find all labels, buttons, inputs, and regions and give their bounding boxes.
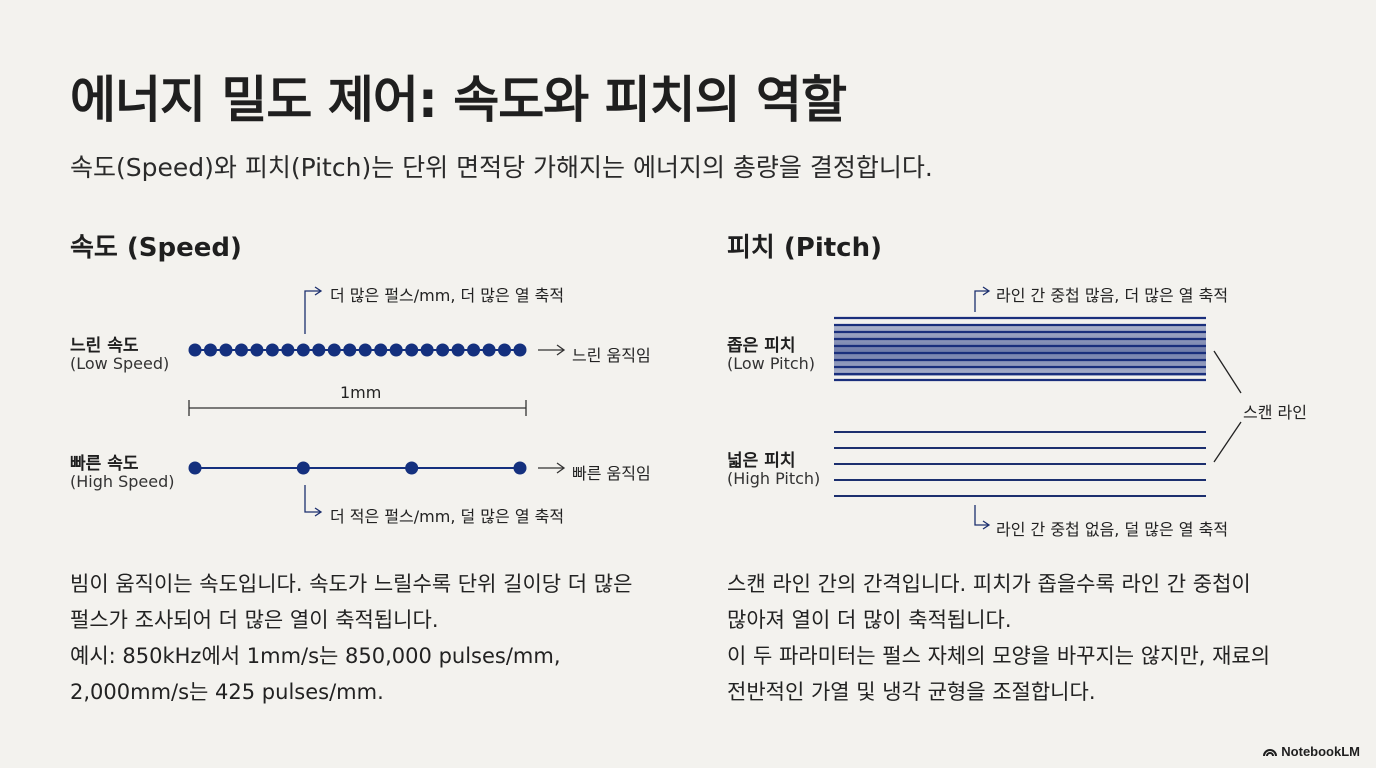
pulse-dot	[389, 343, 403, 357]
pitch-description: 스캔 라인 간의 간격입니다. 피치가 좁을수록 라인 간 중첩이 많아져 열이…	[727, 566, 1270, 710]
low-pitch-label: 좁은 피치	[727, 336, 796, 356]
speed-description: 빔이 움직이는 속도입니다. 속도가 느릴수록 단위 길이당 더 많은 펄스가 …	[70, 566, 632, 710]
slow-motion-text: 느린 움직임	[572, 346, 651, 365]
fast-note-arrow	[304, 485, 323, 517]
pitch-description-line: 이 두 파라미터는 펄스 자체의 모양을 바꾸지는 않지만, 재료의	[727, 644, 1271, 668]
pulse-dot	[312, 343, 326, 357]
pulse-dot	[343, 343, 357, 357]
right-arrow-icon	[538, 344, 566, 356]
speed-heading: 속도 (Speed)	[70, 233, 242, 263]
pitch-description-line: 많아져 열이 더 많이 축적됩니다.	[727, 608, 1012, 632]
scale-bar	[188, 400, 527, 416]
fast-speed-note: 더 적은 펄스/mm, 덜 많은 열 축적	[330, 507, 565, 526]
low-pitch-sublabel: (Low Pitch)	[727, 354, 816, 373]
slow-speed-note: 더 많은 펄스/mm, 더 많은 열 축적	[330, 286, 565, 305]
pulse-dot	[513, 461, 527, 475]
slow-note-arrow	[304, 286, 323, 334]
pulse-dot	[467, 343, 481, 357]
low-pitch-scan-lines	[834, 316, 1206, 382]
fast-motion-text: 빠른 움직임	[572, 464, 651, 483]
high-pitch-note: 라인 간 중첩 없음, 덜 많은 열 축적	[996, 520, 1229, 539]
low-pitch-note: 라인 간 중첩 많음, 더 많은 열 축적	[996, 286, 1229, 305]
high-pitch-scan-lines	[834, 431, 1206, 497]
pulse-dot	[296, 343, 310, 357]
pulse-dot	[219, 343, 233, 357]
pitch-description-line: 전반적인 가열 및 냉각 균형을 조절합니다.	[727, 680, 1096, 704]
pitch-heading: 피치 (Pitch)	[727, 233, 882, 263]
slow-speed-sublabel: (Low Speed)	[70, 354, 170, 373]
fast-speed-label: 빠른 속도	[70, 454, 139, 474]
pulse-dot	[420, 343, 434, 357]
notebooklm-logo-icon	[1263, 748, 1278, 756]
speed-description-line: 예시: 850kHz에서 1mm/s는 850,000 pulses/mm,	[70, 644, 561, 668]
pulse-dot	[405, 343, 419, 357]
scan-line-bracket	[1213, 350, 1242, 463]
high-pitch-sublabel: (High Pitch)	[727, 469, 821, 488]
pulse-dot	[436, 343, 450, 357]
pulse-dot	[265, 343, 279, 357]
page-title: 에너지 밀도 제어: 속도와 피치의 역할	[70, 71, 847, 129]
fast-speed-sublabel: (High Speed)	[70, 472, 175, 491]
pulse-dot	[513, 343, 527, 357]
page-subtitle: 속도(Speed)와 피치(Pitch)는 단위 면적당 가해지는 에너지의 총…	[70, 153, 933, 182]
pulse-dot	[296, 461, 310, 475]
speed-description-line: 2,000mm/s는 425 pulses/mm.	[70, 680, 384, 704]
low-pitch-note-arrow	[974, 286, 991, 312]
pulse-dot	[358, 343, 372, 357]
pulse-dot	[451, 343, 465, 357]
pulse-dot	[405, 461, 419, 475]
pulse-dot	[234, 343, 248, 357]
pulse-dot	[374, 343, 388, 357]
brand-name: NotebookLM	[1281, 744, 1360, 759]
slow-pulse-dots	[188, 343, 527, 357]
pulse-dot	[482, 343, 496, 357]
pulse-dot	[498, 343, 512, 357]
speed-description-line: 펄스가 조사되어 더 많은 열이 축적됩니다.	[70, 608, 439, 632]
scan-line-label: 스캔 라인	[1243, 403, 1307, 422]
low-pitch-overlap-band	[834, 326, 1206, 376]
pulse-dot	[327, 343, 341, 357]
high-pitch-label: 넓은 피치	[727, 451, 796, 471]
fast-pulse-dots	[188, 461, 527, 475]
pulse-dot	[203, 343, 217, 357]
high-pitch-note-arrow	[974, 505, 991, 530]
slow-speed-label: 느린 속도	[70, 336, 139, 356]
pulse-dot	[188, 461, 202, 475]
scale-label: 1mm	[340, 383, 382, 402]
pulse-dot	[250, 343, 264, 357]
pulse-dot	[188, 343, 202, 357]
brand-logo: NotebookLM	[1263, 744, 1360, 759]
right-arrow-icon	[538, 462, 566, 474]
pulse-dot	[281, 343, 295, 357]
speed-description-line: 빔이 움직이는 속도입니다. 속도가 느릴수록 단위 길이당 더 많은	[70, 572, 633, 596]
pitch-description-line: 스캔 라인 간의 간격입니다. 피치가 좁을수록 라인 간 중첩이	[727, 572, 1251, 596]
